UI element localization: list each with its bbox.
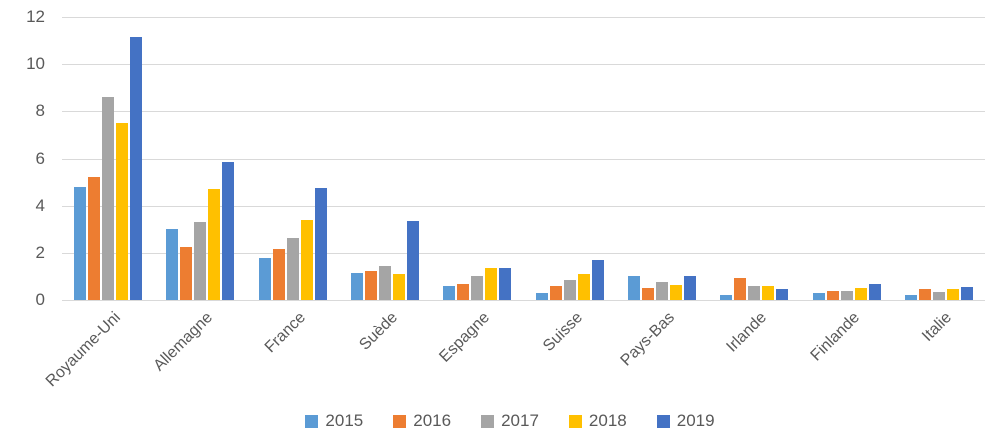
bar-pays-bas-2017 [655,282,668,300]
bar-espagne-2015 [443,285,456,300]
bar-italie-2017 [932,291,945,300]
bar-suisse-2019 [591,259,604,300]
bar-finlande-2016 [826,290,839,300]
bar-suede-2015 [351,272,364,300]
bar-irlande-2019 [776,289,789,300]
bar-pays-bas-2016 [641,288,654,300]
bar-suede-2019 [407,221,420,300]
bar-espagne-2019 [499,268,512,300]
legend-label-2017: 2017 [501,411,539,430]
bar-suisse-2017 [563,280,576,300]
bar-royaume-uni-2016 [88,177,101,300]
bar-espagne-2017 [471,276,484,300]
y-axis-tick-label: 12 [26,7,45,26]
bar-royaume-uni-2017 [102,97,115,300]
legend-item-2017: 2017 [481,411,539,431]
bar-irlande-2017 [748,285,761,300]
gridline-y-0 [62,300,985,301]
gridline-y-6 [62,158,985,160]
legend-item-2015: 2015 [305,411,363,431]
y-axis-tick-label: 0 [35,290,45,309]
bar-suede-2017 [379,265,392,300]
y-axis-tick-label: 2 [35,242,45,262]
bar-allemagne-2019 [222,162,235,300]
bar-finlande-2019 [868,283,881,300]
legend-item-2016: 2016 [393,411,451,431]
bar-france-2018 [300,219,313,300]
bar-irlande-2015 [720,295,733,300]
gridline-y-12 [62,17,985,18]
legend-label-2018: 2018 [588,411,627,430]
bar-suisse-2016 [549,285,562,300]
bar-france-2017 [286,237,299,300]
legend-swatch-2015 [305,414,319,428]
bar-pays-bas-2018 [669,284,682,300]
bar-allemagne-2018 [208,189,221,300]
bar-suisse-2015 [535,292,548,300]
bar-irlande-2018 [762,285,775,300]
gridline-y-10 [62,64,985,66]
bar-allemagne-2017 [194,222,207,300]
legend-swatch-2017 [481,414,495,428]
y-axis-tick-label: 6 [35,148,45,168]
bar-italie-2019 [960,287,973,300]
bar-finlande-2017 [840,290,853,300]
bar-royaume-uni-2018 [116,123,129,300]
bar-royaume-uni-2019 [130,37,143,300]
bar-suisse-2018 [577,274,590,300]
legend-item-2019: 2019 [656,411,715,431]
bar-espagne-2016 [457,283,470,300]
bar-france-2015 [258,257,271,300]
legend-label-2019: 2019 [676,411,715,430]
gridline-y-2 [62,252,985,254]
bar-suede-2018 [393,274,406,300]
bar-suede-2016 [365,270,378,300]
legend-label-2015: 2015 [325,411,364,430]
bar-pays-bas-2019 [683,276,696,300]
bar-espagne-2018 [485,268,498,300]
y-axis-tick-label: 10 [26,54,45,74]
bar-france-2019 [314,188,327,300]
bar-finlande-2018 [854,288,867,300]
legend-swatch-2019 [656,414,670,428]
chart-legend: 2015 2016 2017 2018 2019 [28,411,992,431]
y-axis-tick-label: 4 [35,195,45,215]
bar-allemagne-2015 [166,229,179,301]
y-axis-tick-label: 8 [35,101,45,121]
gridline-y-8 [62,111,985,113]
legend-swatch-2018 [568,414,582,428]
legend-item-2018: 2018 [568,411,627,431]
bar-allemagne-2016 [180,246,193,300]
bar-italie-2015 [904,295,917,300]
bar-royaume-uni-2015 [74,186,87,300]
bar-italie-2018 [946,289,959,300]
legend-swatch-2016 [393,414,407,428]
bar-finlande-2015 [812,292,825,300]
legend-label-2016: 2016 [413,411,452,430]
bar-pays-bas-2015 [627,276,640,300]
bar-france-2016 [272,249,285,300]
gridline-y-4 [62,205,985,207]
bar-irlande-2016 [734,277,747,300]
bar-italie-2016 [918,289,931,300]
